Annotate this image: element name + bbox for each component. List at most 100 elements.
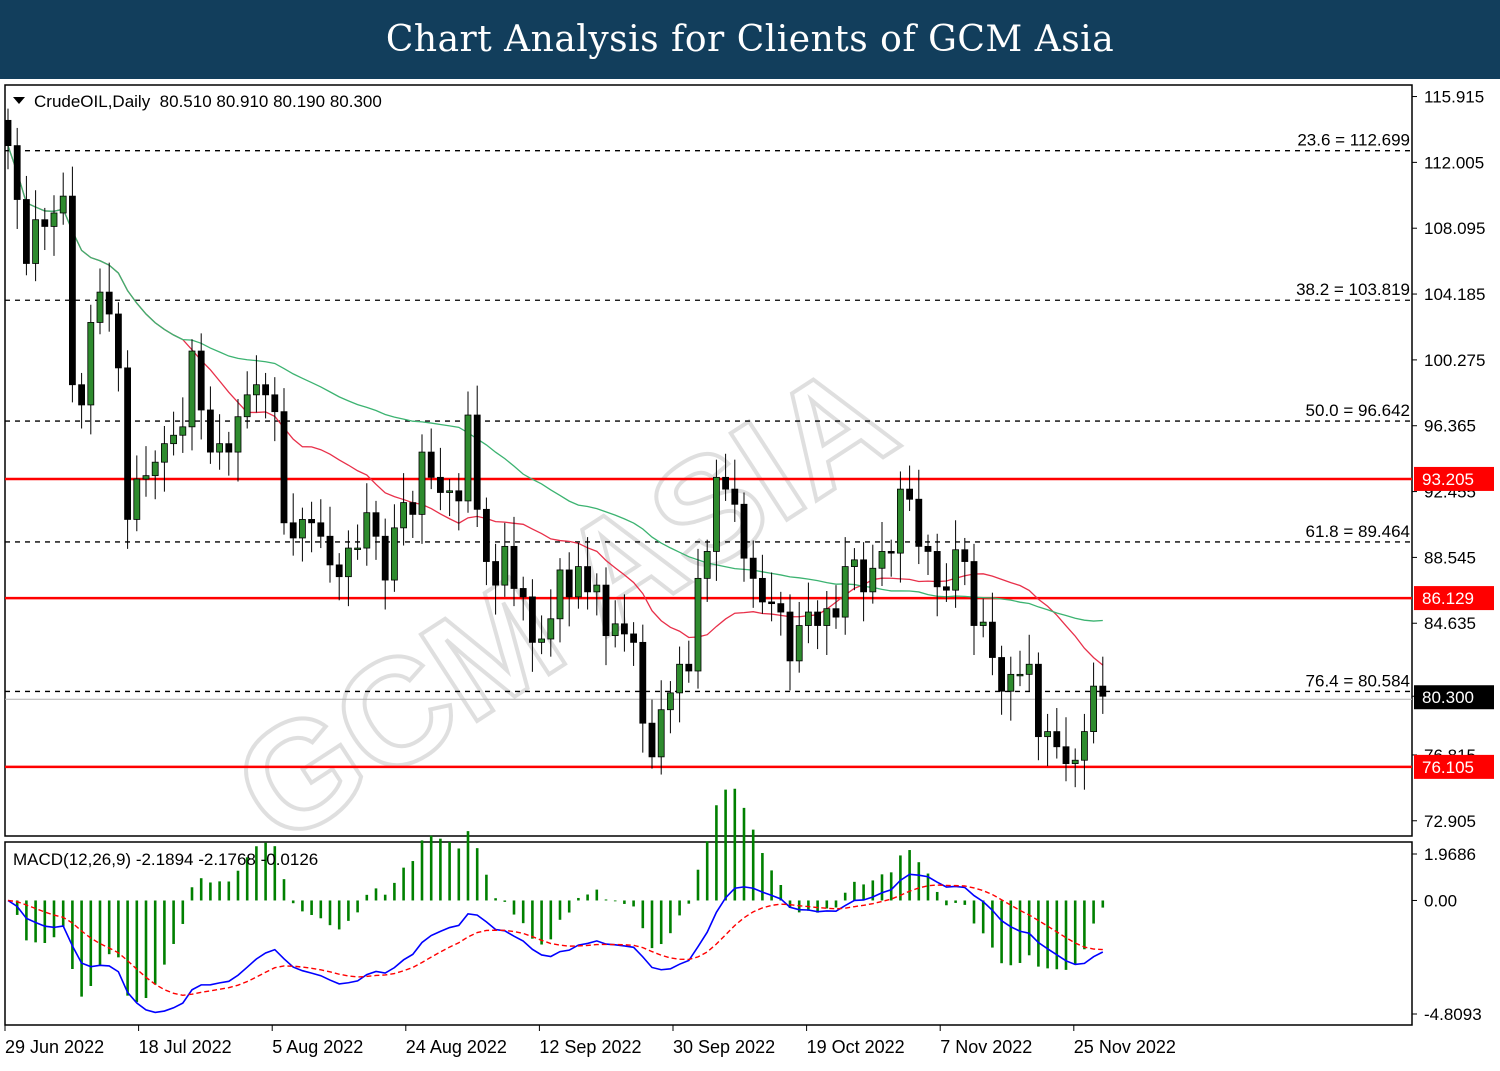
candle-body: [298, 519, 306, 539]
candle-body: [13, 145, 21, 200]
candle-body: [133, 478, 141, 520]
candle-body: [1025, 663, 1033, 675]
candle-body: [234, 416, 242, 453]
candle-body: [317, 522, 325, 537]
price-tick-label: 88.545: [1424, 548, 1476, 567]
candle-body: [170, 434, 178, 445]
candle-body: [59, 195, 67, 214]
candle-body: [970, 561, 978, 626]
candle-body: [878, 551, 886, 569]
candle-body: [676, 663, 683, 694]
macd-line: [7, 873, 1104, 1014]
candle-body: [630, 633, 637, 643]
candle-body: [943, 586, 950, 591]
macd-tick-label: 1.9686: [1424, 845, 1476, 864]
candle-body: [529, 596, 536, 643]
candle-body: [860, 559, 867, 593]
candle-body: [400, 502, 408, 529]
candle-body: [492, 561, 500, 586]
candle-body: [87, 322, 95, 406]
candle-body: [667, 692, 674, 711]
candle-body: [906, 488, 913, 500]
candle-body: [32, 219, 39, 264]
candle-body: [841, 566, 849, 618]
fib-label: 76.4 = 80.584: [1306, 671, 1410, 690]
candle-body: [482, 508, 490, 562]
candle-body: [593, 584, 601, 593]
price-tick-label: 104.185: [1424, 285, 1485, 304]
candle-body: [1053, 731, 1061, 748]
candle-body: [197, 350, 205, 411]
candle-body: [1016, 673, 1024, 677]
fib-label: 50.0 = 96.642: [1306, 401, 1410, 420]
candle-body: [4, 119, 12, 147]
candle-body: [519, 588, 527, 598]
candle-body: [565, 569, 573, 598]
support-resistance-lines: [5, 477, 1412, 769]
candle-body: [648, 722, 656, 758]
candle-body: [69, 195, 76, 386]
candle-body: [124, 367, 131, 520]
candle-body: [363, 512, 371, 549]
date-tick-label: 12 Sep 2022: [539, 1037, 641, 1057]
candle-body: [344, 547, 352, 578]
candle-body: [252, 384, 260, 396]
candle-body: [501, 545, 509, 586]
level-tag: [1414, 466, 1494, 491]
candle-body: [271, 394, 279, 413]
candle-body: [897, 488, 904, 554]
candle-body: [1081, 731, 1088, 761]
date-tick-label: 18 Jul 2022: [139, 1037, 232, 1057]
candle-body: [556, 569, 564, 620]
candle-body: [933, 551, 941, 588]
price-tick-label: 115.915: [1424, 88, 1484, 107]
candle-body: [869, 567, 877, 593]
candle-body: [685, 663, 693, 672]
macd-info: MACD(12,26,9) -2.1894 -2.1768 -0.0126: [13, 850, 318, 869]
candle-body: [703, 551, 711, 579]
date-axis: 29 Jun 2022 18 Jul 2022 5 Aug 2022 24 Aug 2…: [4, 1025, 1176, 1057]
chart-title: Chart Analysis for Clients of GCM Asia: [385, 19, 1115, 60]
symbol-info: CrudeOIL,Daily 80.510 80.910 80.190 80.3…: [34, 92, 382, 111]
candle-body: [777, 603, 785, 613]
candle-body: [427, 451, 435, 478]
candle-body: [1099, 685, 1107, 697]
candle-body: [694, 577, 702, 672]
fibonacci-levels: 23.6 = 112.699 38.2 = 103.819 50.0 = 96.64…: [5, 131, 1412, 700]
candle-body: [188, 350, 196, 428]
candle-body: [50, 212, 58, 227]
candle-body: [851, 559, 858, 567]
candle-body: [41, 219, 49, 227]
date-tick-label: 29 Jun 2022: [5, 1037, 104, 1057]
candle-body: [473, 414, 481, 510]
price-tick-label: 108.095: [1424, 219, 1485, 238]
candle-body: [1035, 663, 1042, 738]
candle-body: [814, 611, 821, 626]
ma-fast-line: [7, 145, 1104, 666]
price-tick-label: 96.365: [1424, 417, 1476, 436]
candle-body: [464, 414, 472, 502]
date-tick-label: 25 Nov 2022: [1074, 1037, 1176, 1057]
price-tick-label: 112.005: [1424, 153, 1484, 172]
candle-body: [142, 475, 150, 480]
candle-body: [805, 611, 812, 626]
candle-body: [547, 618, 555, 640]
level-tag: [1414, 586, 1494, 611]
candle-body: [436, 476, 444, 493]
dropdown-triangle-icon[interactable]: [13, 97, 25, 104]
candle-body: [602, 584, 610, 637]
macd-signal-line: [7, 884, 1103, 996]
fib-label: 38.2 = 103.819: [1296, 280, 1410, 299]
candle-body: [611, 623, 619, 637]
candle-body: [262, 384, 270, 396]
price-tick-label: 84.635: [1424, 614, 1476, 633]
candle-body: [823, 608, 831, 626]
candle-body: [998, 657, 1005, 692]
date-tick-label: 5 Aug 2022: [272, 1037, 363, 1057]
price-axis: 115.915 112.005 108.095 104.185 100.275 96.36…: [1412, 88, 1494, 831]
price-tick-label: 100.275: [1424, 351, 1485, 370]
candle-body: [924, 545, 932, 552]
candle-body: [326, 535, 334, 566]
candle-body: [740, 503, 748, 559]
